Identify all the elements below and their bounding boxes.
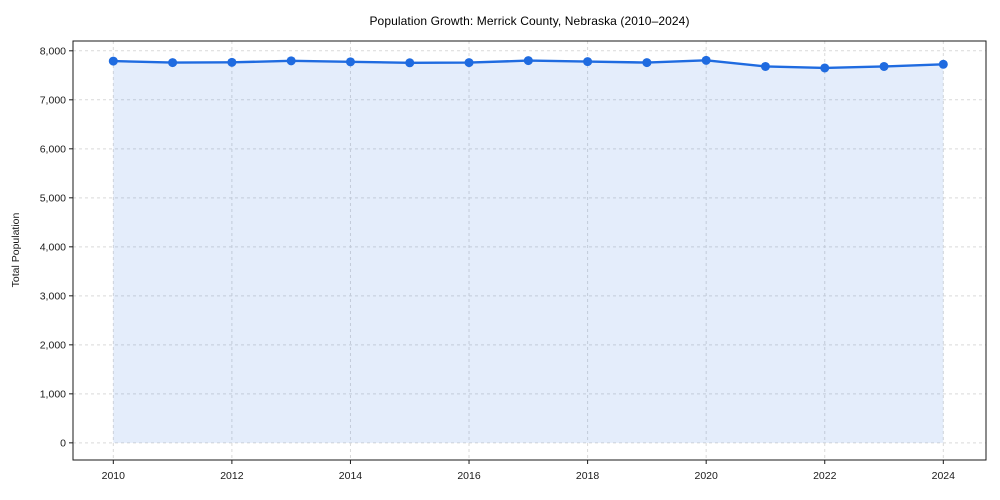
data-point-2020 <box>701 55 711 65</box>
y-tick-label: 6,000 <box>40 143 66 155</box>
data-point-2019 <box>642 58 652 68</box>
x-tick-label: 2022 <box>813 470 837 482</box>
y-tick-label: 2,000 <box>40 339 66 351</box>
data-point-2021 <box>760 61 770 71</box>
x-tick-label: 2010 <box>102 470 126 482</box>
data-point-2012 <box>227 57 237 67</box>
x-tick-label: 2018 <box>576 470 600 482</box>
data-point-2014 <box>345 57 355 67</box>
y-tick-label: 7,000 <box>40 94 66 106</box>
plot-border <box>72 40 987 461</box>
x-tick-label: 2016 <box>457 470 481 482</box>
data-point-2017 <box>523 56 533 66</box>
x-tick-label: 2020 <box>694 470 718 482</box>
data-point-2022 <box>820 63 830 73</box>
x-tick-label: 2024 <box>932 470 956 482</box>
y-axis-label: Total Population <box>10 212 22 288</box>
data-point-2024 <box>938 59 948 69</box>
y-tick-label: 8,000 <box>40 45 66 57</box>
y-tick-label: 1,000 <box>40 388 66 400</box>
data-point-2015 <box>405 58 415 68</box>
y-tick-label: 0 <box>60 437 66 449</box>
data-point-2023 <box>879 61 889 71</box>
data-point-2016 <box>464 58 474 68</box>
data-point-2011 <box>168 58 178 68</box>
data-point-2013 <box>286 56 296 66</box>
y-tick-label: 5,000 <box>40 192 66 204</box>
x-tick-label: 2012 <box>220 470 244 482</box>
area-fill <box>113 60 944 443</box>
data-point-2018 <box>583 57 593 67</box>
y-tick-label: 3,000 <box>40 290 66 302</box>
chart-title: Population Growth: Merrick County, Nebra… <box>369 14 690 28</box>
x-tick-label: 2014 <box>339 470 363 482</box>
y-tick-label: 4,000 <box>40 241 66 253</box>
data-point-2010 <box>108 56 118 66</box>
